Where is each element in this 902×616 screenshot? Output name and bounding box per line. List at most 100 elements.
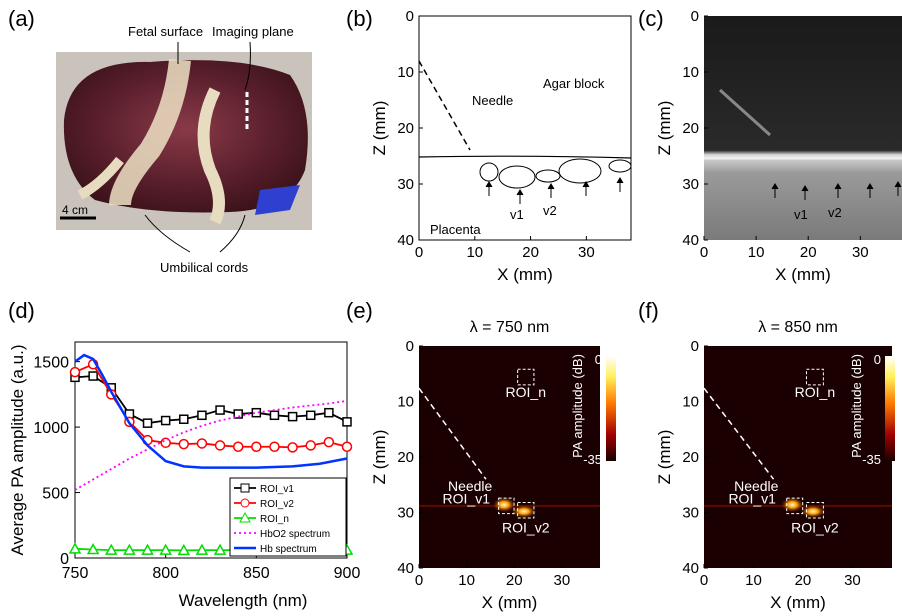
panel-label-b: (b): [346, 6, 373, 31]
z-tick-label: 0: [406, 338, 414, 355]
data-point-square: [251, 407, 262, 418]
z-axis-label: Z (mm): [655, 430, 674, 485]
legend-label: ROI_n: [260, 514, 289, 525]
roi-v2-box: [805, 502, 824, 519]
colorbar-bottom-label: -35: [583, 452, 602, 467]
panel-label-d: (d): [8, 298, 35, 323]
fetal-membrane: [109, 58, 191, 206]
vessel-outline: [535, 169, 561, 183]
x-tick-label: 0: [700, 244, 708, 261]
x-tick-label: 30: [554, 572, 571, 589]
vessel-outline: [479, 162, 499, 182]
data-point-triangle: [123, 543, 136, 555]
vessel-signal-v1: [492, 496, 517, 513]
data-point-square: [269, 410, 280, 421]
x-axis-label: X (mm): [482, 593, 538, 612]
x-tick-label: 10: [458, 572, 475, 589]
cord-pointer-right: [219, 214, 246, 253]
z-tick-label: 20: [682, 120, 699, 137]
data-point-circle: [341, 441, 353, 452]
x-tick-label: 10: [748, 244, 765, 261]
legend-label: ROI_v1: [260, 484, 294, 495]
data-point-circle: [269, 441, 280, 452]
data-point-triangle: [195, 543, 209, 555]
y-tick-label: 1000: [33, 420, 69, 437]
imaging-plane-pointer: [244, 41, 251, 91]
umbilical-cords-label: Umbilical cords: [160, 260, 249, 275]
z-tick-label: 0: [406, 8, 414, 25]
data-point-square: [88, 371, 98, 381]
vessel-signal-v2: [510, 504, 537, 519]
legend-label: HbO2 spectrum: [260, 529, 330, 540]
data-point-square: [324, 407, 334, 418]
x-tick-label: 850: [243, 565, 270, 582]
data-point-circle: [287, 442, 298, 453]
roi-v1-box: [786, 497, 804, 515]
data-point-circle: [178, 438, 190, 450]
panel-label-a: (a): [8, 6, 35, 31]
data-point-circle: [323, 436, 335, 448]
x-tick-label: 10: [466, 244, 483, 261]
needle-label: Needle: [448, 478, 493, 494]
v1-label: v1: [510, 207, 524, 222]
colorbar-top-label: 0: [595, 352, 602, 367]
data-point-circle: [251, 441, 262, 452]
z-tick-label: 10: [397, 394, 414, 411]
x-tick-label: 900: [334, 565, 361, 582]
us-v1-label: v1: [794, 207, 808, 222]
roi-v2-box: [517, 502, 535, 519]
z-tick-label: 30: [397, 176, 414, 193]
colorbar-axis-label: PA amplitude (dB): [570, 354, 585, 458]
legend-marker: [240, 483, 250, 493]
data-point-square: [215, 405, 225, 415]
colorbar-top-label: 0: [874, 352, 881, 367]
roi-v2-label: ROI_v2: [791, 519, 839, 535]
x-tick-label: 750: [62, 565, 89, 582]
x-tick-label: 30: [578, 244, 595, 261]
needle-line: [418, 60, 471, 151]
cord-pointer-left: [144, 214, 191, 253]
series-line-ROI-v1: [74, 375, 348, 425]
us-v2-label: v2: [828, 205, 842, 220]
series-line-HbO2-spectrum: [74, 400, 348, 491]
blue-clamp: [255, 185, 300, 215]
x-tick-label: 10: [745, 572, 762, 589]
data-point-circle: [196, 438, 208, 449]
x-tick-label: 800: [152, 565, 179, 582]
x-tick-label: 20: [795, 572, 812, 589]
data-point-square: [342, 417, 352, 427]
legend-marker: [240, 498, 250, 508]
y-tick-label: 1500: [33, 355, 69, 372]
data-point-triangle: [141, 543, 154, 555]
data-point-square: [305, 410, 316, 421]
needle-echo: [718, 88, 772, 137]
ultrasound-arrows: [771, 181, 902, 200]
legend-label: Hb spectrum: [260, 544, 317, 555]
roi-v1-label: ROI_v1: [728, 491, 776, 507]
roi-v2-label: ROI_v2: [502, 519, 550, 535]
z-tick-label: 10: [682, 64, 699, 81]
x-axis-label: X (mm): [775, 265, 831, 284]
vessel-outline: [558, 158, 602, 184]
data-point-triangle: [104, 543, 118, 555]
v2-label: v2: [543, 203, 557, 218]
wavelength-title: λ = 850 nm: [758, 319, 838, 336]
x-tick-label: 20: [800, 244, 817, 261]
vessel-outline: [608, 159, 632, 173]
colorbar-axis-label: PA amplitude (dB): [849, 354, 864, 458]
z-axis-label: Z (mm): [370, 101, 389, 156]
fetal-surface-label: Fetal surface: [128, 24, 204, 39]
vessel-arrows: [485, 177, 624, 204]
x-tick-label: 0: [415, 572, 423, 589]
x-axis-label: X (mm): [770, 593, 826, 612]
z-tick-label: 0: [691, 338, 699, 355]
panel-label-c: (c): [638, 6, 664, 31]
data-point-square: [287, 411, 298, 422]
x-tick-label: 20: [522, 244, 539, 261]
colorbar-bottom-label: -35: [862, 452, 881, 467]
z-tick-label: 10: [397, 64, 414, 81]
imaging-plane-label: Imaging plane: [212, 24, 294, 39]
z-tick-label: 40: [682, 232, 699, 249]
